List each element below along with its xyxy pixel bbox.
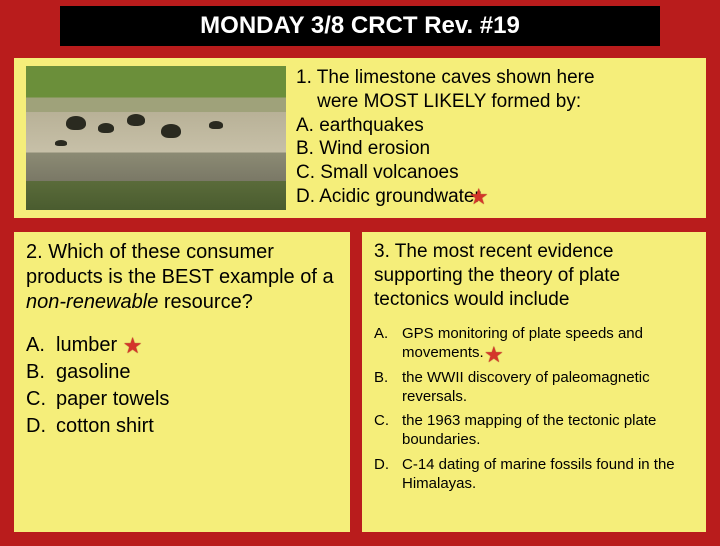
- q2-stem: 2. Which of these consumer products is t…: [26, 240, 338, 315]
- q1-option-d: D. Acidic groundwater★: [296, 185, 694, 209]
- q3-option-a: A. GPS monitoring of plate speeds and mo…: [374, 325, 694, 363]
- question-3-card: 3. The most recent evidence supporting t…: [362, 232, 706, 532]
- q2-stem-post: resource?: [158, 291, 253, 313]
- q2-stem-italic: non-renewable: [26, 291, 158, 313]
- q3-option-b: B. the WWII discovery of paleomagnetic r…: [374, 369, 694, 407]
- q2-option-a: A. lumber ★: [26, 333, 338, 358]
- q3-opt-b-text: the WWII discovery of paleomagnetic reve…: [402, 369, 694, 407]
- q2-option-b: B. gasoline: [26, 360, 338, 385]
- opt-letter: A.: [374, 325, 402, 363]
- q2-opt-d-text: cotton shirt: [56, 414, 338, 439]
- q1-option-c: C. Small volcanoes: [296, 161, 694, 185]
- q2-option-d: D. cotton shirt: [26, 414, 338, 439]
- opt-letter: C.: [374, 412, 402, 450]
- q1-stem-line2: were MOST LIKELY formed by:: [296, 90, 694, 114]
- q1-stem-line1: 1. The limestone caves shown here: [296, 66, 694, 90]
- q3-option-c: C. the 1963 mapping of the tectonic plat…: [374, 412, 694, 450]
- question-1-card: 1. The limestone caves shown here were M…: [14, 58, 706, 218]
- q1-opt-c-text: Small volcanoes: [320, 162, 458, 183]
- q1-option-b: B. Wind erosion: [296, 137, 694, 161]
- q3-opt-d-text: C-14 dating of marine fossils found in t…: [402, 456, 694, 494]
- q1-option-a: A. earthquakes: [296, 114, 694, 138]
- q2-options: A. lumber ★ B. gasoline C. paper towels …: [26, 333, 338, 439]
- q2-opt-a-text: lumber ★: [56, 333, 338, 358]
- opt-letter: D.: [26, 414, 56, 439]
- q1-opt-d-text: Acidic groundwater: [319, 186, 481, 207]
- slide-title: MONDAY 3/8 CRCT Rev. #19: [60, 6, 660, 46]
- opt-letter: D.: [374, 456, 402, 494]
- opt-letter: A.: [26, 333, 56, 358]
- limestone-caves-image: [26, 66, 286, 210]
- q3-opt-c-text: the 1963 mapping of the tectonic plate b…: [402, 412, 694, 450]
- q1-opt-b-text: Wind erosion: [319, 138, 430, 159]
- q3-opt-a-text: GPS monitoring of plate speeds and movem…: [402, 325, 694, 363]
- opt-letter: B.: [374, 369, 402, 407]
- q2-opt-b-text: gasoline: [56, 360, 338, 385]
- q2-stem-pre: 2. Which of these consumer products is t…: [26, 241, 334, 288]
- q3-option-d: D. C-14 dating of marine fossils found i…: [374, 456, 694, 494]
- opt-letter: B.: [26, 360, 56, 385]
- question-2-card: 2. Which of these consumer products is t…: [14, 232, 350, 532]
- q2-opt-c-text: paper towels: [56, 387, 338, 412]
- q3-options: A. GPS monitoring of plate speeds and mo…: [374, 325, 694, 493]
- q2-option-c: C. paper towels: [26, 387, 338, 412]
- opt-letter: C.: [26, 387, 56, 412]
- q1-opt-a-text: earthquakes: [319, 115, 424, 136]
- q3-stem: 3. The most recent evidence supporting t…: [374, 240, 694, 311]
- question-1-body: 1. The limestone caves shown here were M…: [296, 66, 694, 210]
